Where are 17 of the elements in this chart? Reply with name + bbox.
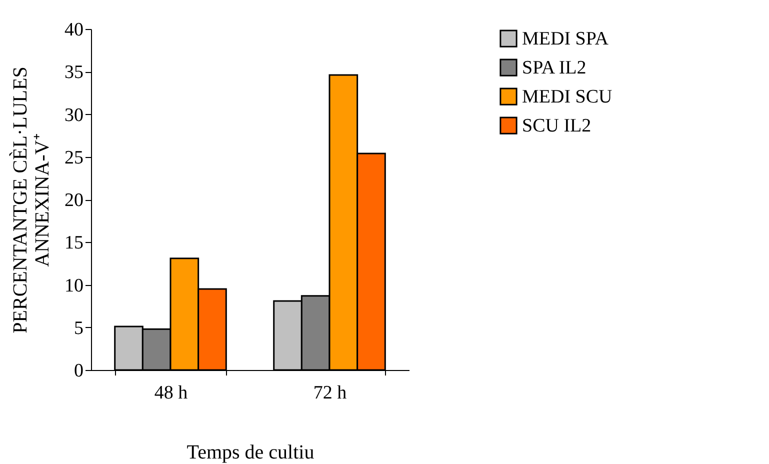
legend-label: MEDI SPA (522, 28, 609, 50)
legend-label: SCU IL2 (522, 116, 592, 136)
y-tick-label: 20 (64, 190, 84, 211)
x-tick-label: 48 h (154, 382, 188, 404)
y-tick-label: 30 (64, 104, 84, 126)
y-axis-title: PERCENTANTGE CÈL·LULES ANNEXINA-V⁺ (8, 66, 54, 334)
y-tick-label: 40 (64, 20, 84, 40)
y-tick-label: 25 (64, 147, 84, 168)
x-axis-title: Temps de cultiu (186, 442, 314, 464)
legend-label: SPA IL2 (522, 58, 586, 78)
y-tick-label: 10 (64, 275, 84, 296)
y-tick-label: 5 (74, 318, 84, 339)
y-tick-label: 35 (64, 62, 84, 84)
x-tick-label: 72 h (313, 382, 348, 404)
y-tick-label: 15 (64, 232, 84, 254)
legend-label: MEDI SCU (522, 86, 613, 108)
y-tick-label: 0 (74, 360, 84, 382)
